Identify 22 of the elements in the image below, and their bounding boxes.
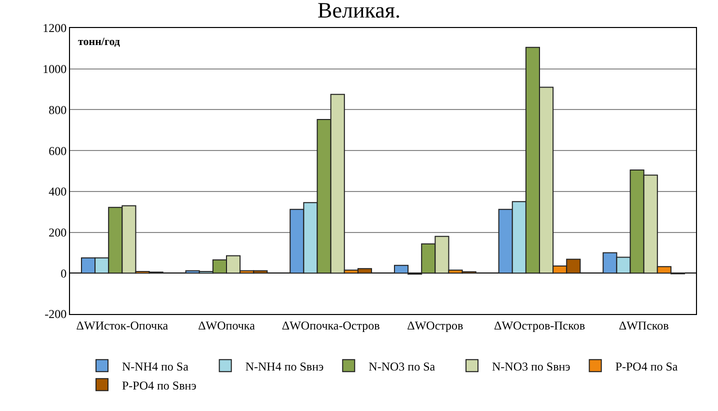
legend-label: N-NH4 по Sa [122, 359, 190, 374]
y-axis-title: тонн/год [78, 36, 120, 48]
x-tick-label: ΔWПсков [618, 318, 670, 332]
x-tick-label: ΔWОстров-Псков [494, 318, 586, 332]
y-tick-label: 0 [60, 266, 67, 280]
y-tick-label: 200 [48, 225, 67, 240]
legend-label: N-NO3 по Sвнэ [492, 359, 570, 374]
y-tick-label: 800 [48, 102, 67, 117]
legend-label: N-NO3 по Sa [368, 359, 436, 374]
y-tick-label: -200 [44, 307, 67, 322]
x-tick-label: ΔWОпочка [198, 318, 256, 332]
legend-label: P-PO4 по Sa [615, 359, 678, 374]
x-tick-label: ΔWИсток-Опочка [76, 318, 169, 332]
y-tick-label: 400 [48, 184, 67, 199]
y-tick-label: 1000 [42, 62, 67, 76]
legend-label: N-NH4 по Sвнэ [245, 359, 324, 374]
y-tick-label: 1200 [42, 21, 67, 36]
chart-title: Великая. [318, 0, 400, 22]
y-tick-label: 600 [48, 144, 67, 158]
x-tick-label: ΔWОпочка-Остров [282, 318, 380, 332]
x-tick-label: ΔWОстров [407, 318, 464, 332]
legend-label: P-PO4 по Sвнэ [122, 378, 196, 392]
